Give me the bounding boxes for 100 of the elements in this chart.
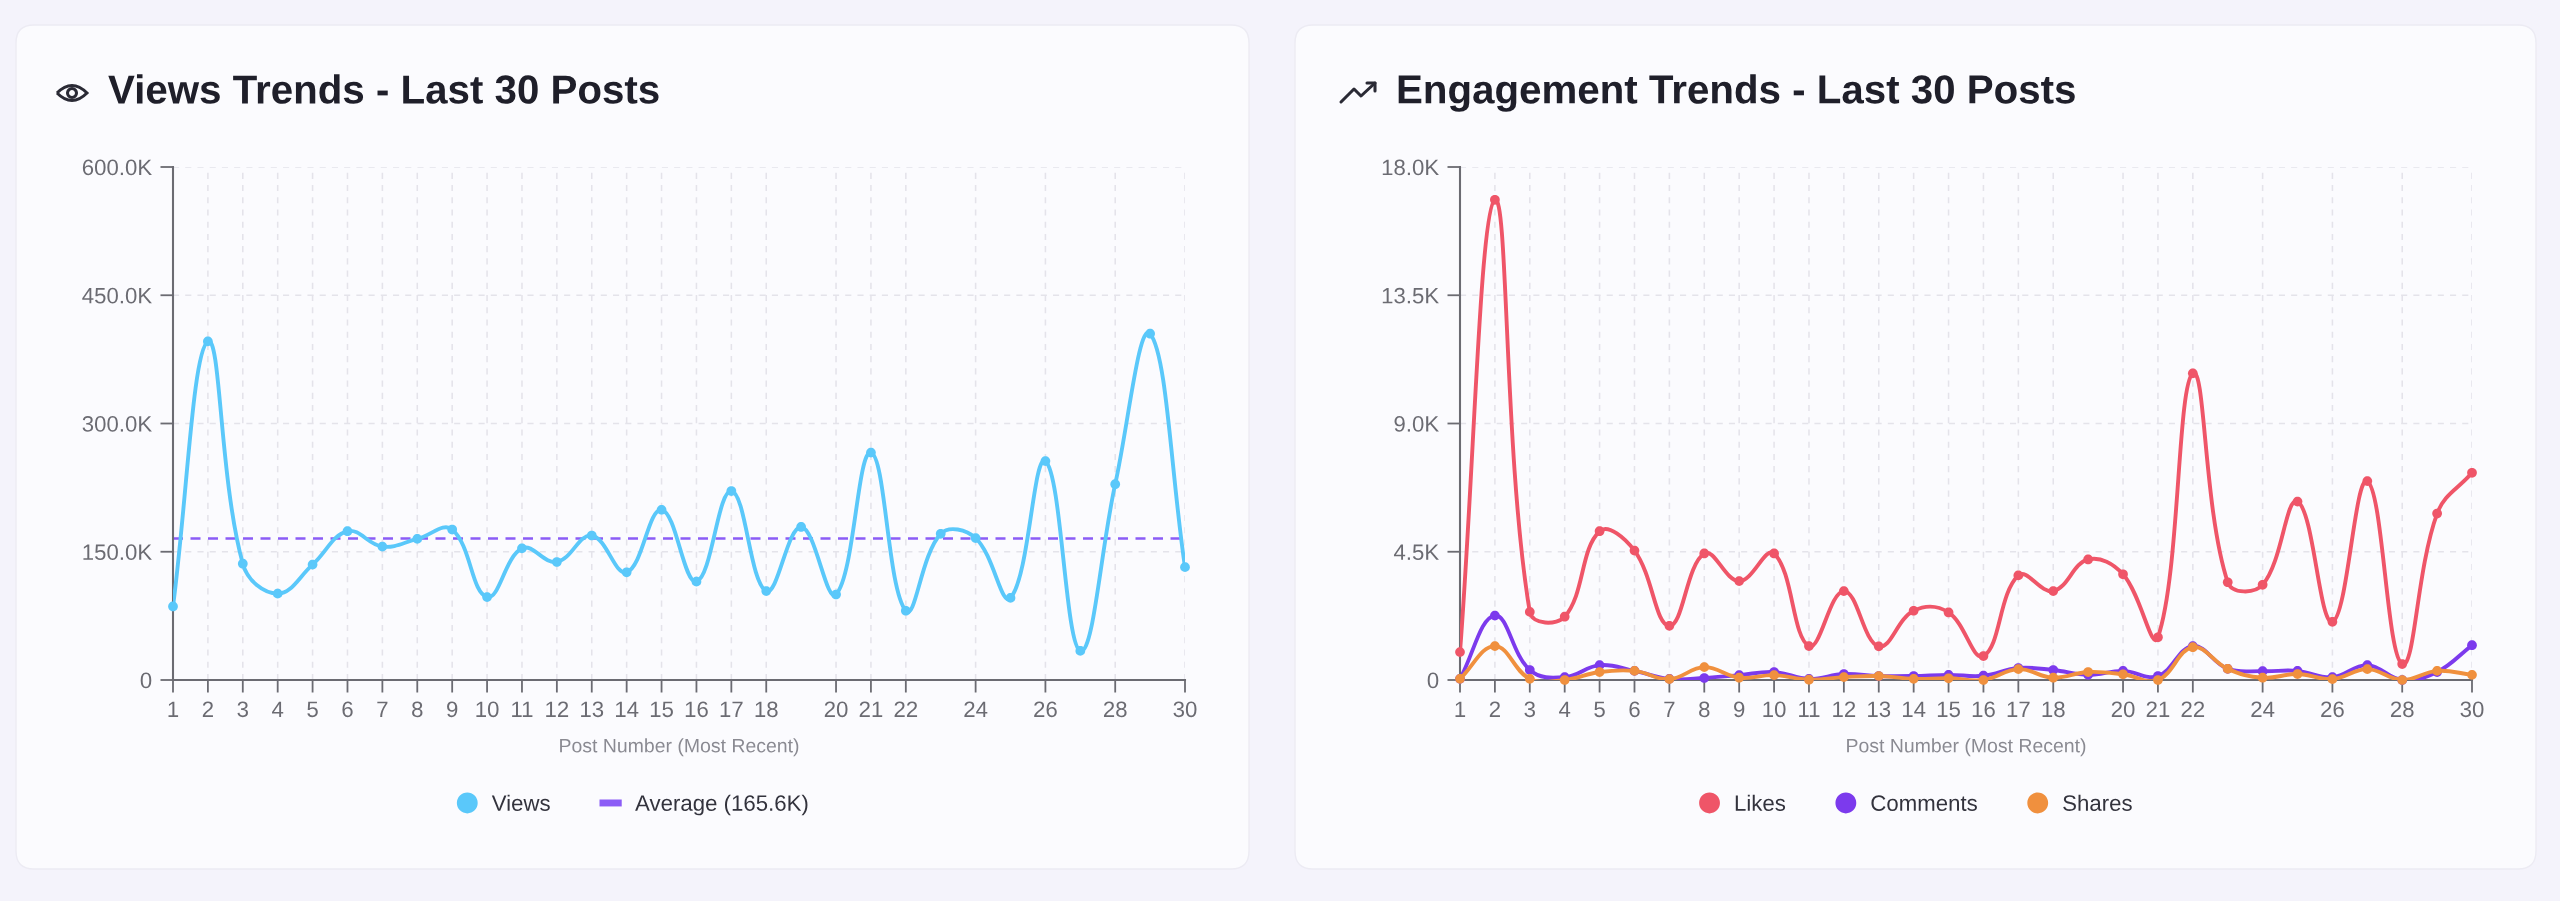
x-tick-label: 14 [1902,701,1926,717]
legend-label: Likes [1735,794,1786,811]
point [237,558,248,569]
point [552,557,562,567]
point [1490,641,1500,651]
x-tick-label: 8 [412,701,423,718]
point [1769,670,1779,681]
legend-label: Shares [2063,794,2132,811]
point [2467,640,2477,651]
point [1005,593,1016,603]
point [2222,577,2233,588]
x-tick-label: 5 [1594,701,1605,718]
x-tick-label: 30 [1173,701,1197,718]
point [1559,611,1570,622]
point [377,541,388,552]
point [866,447,876,458]
point [2467,670,2477,680]
x-tick-label: 2 [202,701,213,717]
x-tick-label: 30 [2460,701,2484,718]
point [796,522,806,532]
point [2467,467,2477,478]
x-tick-label: 15 [650,701,673,718]
point [2083,554,2093,565]
x-tick-label: 15 [1937,701,1960,718]
point [1769,548,1779,559]
point [1524,665,1535,675]
x-tick-label: 18 [755,701,778,718]
x-tick-label: 6 [1629,701,1640,718]
point [1804,641,1814,651]
legend-label: Views [491,794,550,811]
x-tick-label: 9 [447,701,458,718]
point [1664,620,1675,631]
x-tick-label: 21 [859,701,883,717]
point [1734,576,1745,586]
point [726,486,737,496]
point [2153,675,2163,685]
point [1594,667,1605,677]
point [168,601,178,612]
point [1943,673,1954,684]
x-tick-label: 12 [546,701,569,717]
x-tick-label: 24 [2251,701,2275,717]
x-axis-title: Post Number (Most Recent) [560,738,799,757]
point [656,504,667,515]
point [2362,476,2373,486]
point [831,589,841,600]
point [2432,508,2442,519]
x-tick-label: 11 [1799,701,1820,717]
point [1629,545,1640,556]
chart-title: Engagement Trends - Last 30 Posts [1398,74,2075,112]
y-tick-label: 0 [140,672,152,689]
x-tick-label: 6 [342,701,353,718]
point [1908,605,1919,616]
point [1040,456,1051,466]
x-tick-label: 28 [1103,701,1127,718]
point [342,526,353,537]
x-tick-label: 4 [1559,701,1571,717]
point [586,530,597,541]
y-tick-label: 18.0K [1382,159,1439,176]
x-tick-label: 17 [2007,701,2030,717]
point [1490,194,1500,205]
point [1943,607,1954,618]
y-tick-label: 9.0K [1394,416,1439,432]
point [2048,672,2059,683]
point [1455,647,1465,657]
x-tick-label: 21 [2146,701,2170,717]
y-tick-label: 13.5K [1382,287,1439,304]
x-tick-label: 16 [1972,701,1995,718]
point [482,592,492,602]
x-tick-label: 18 [2042,701,2065,718]
point [2187,368,2198,379]
x-tick-label: 12 [1833,701,1856,717]
x-tick-label: 2 [1489,701,1500,717]
x-tick-label: 8 [1699,701,1710,718]
point [1978,675,1989,685]
x-tick-label: 7 [377,701,388,717]
point [272,588,283,599]
point [2292,496,2303,507]
x-tick-label: 26 [2321,701,2344,718]
chart-title: Views Trends - Last 30 Posts [108,74,659,104]
point [1839,672,1849,683]
x-tick-label: 1 [168,701,179,717]
x-tick-label: 9 [1734,701,1745,718]
point [1524,607,1535,617]
point [1075,646,1086,656]
x-tick-label: 3 [1524,701,1535,718]
point [517,543,527,554]
point [2153,632,2163,643]
x-tick-label: 20 [2111,701,2135,718]
point [621,567,632,578]
x-tick-label: 20 [824,701,848,718]
point [1145,328,1155,339]
point [935,528,946,539]
x-tick-label: 14 [615,701,639,717]
point [761,586,772,596]
point [2257,672,2268,683]
point [2397,659,2408,669]
x-tick-label: 3 [237,701,248,718]
point [2257,579,2268,590]
point [1594,526,1605,537]
y-tick-label: 300.0K [82,416,152,432]
